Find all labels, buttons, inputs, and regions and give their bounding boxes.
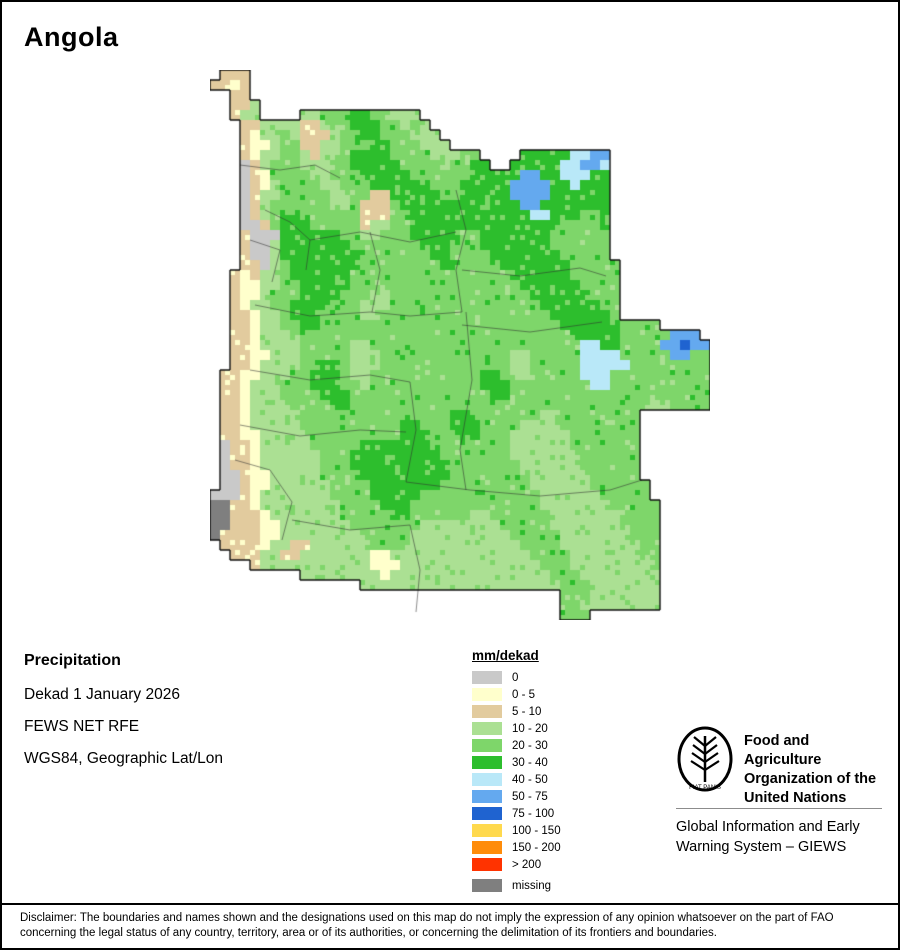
fao-org-line: Food and Agriculture: [744, 733, 822, 768]
legend: mm/dekad 0 0 - 5 5 - 10 10 - 20 20 - 30 30 - …: [472, 648, 561, 896]
legend-swatch: [472, 671, 502, 684]
legend-label: 75 - 100: [512, 807, 555, 820]
legend-label: 100 - 150: [512, 824, 561, 837]
map-info-block: Precipitation Dekad 1 January 2026 FEWS …: [24, 652, 223, 782]
legend-label: 20 - 30: [512, 739, 548, 752]
legend-label: 0: [512, 671, 519, 684]
legend-item: 30 - 40: [472, 756, 561, 769]
giews-line: Global Information and Early: [676, 819, 860, 835]
legend-swatch: [472, 841, 502, 854]
info-source: FEWS NET RFE: [24, 718, 140, 735]
legend-item: 150 - 200: [472, 841, 561, 854]
legend-swatch: [472, 756, 502, 769]
legend-item: 75 - 100: [472, 807, 561, 820]
fao-divider: [676, 808, 882, 809]
legend-swatch: [472, 824, 502, 837]
legend-label: 10 - 20: [512, 722, 548, 735]
precipitation-map: [210, 70, 710, 620]
fao-logo-icon: FIAT PANIS: [676, 726, 734, 799]
legend-item: > 200: [472, 858, 561, 871]
info-heading: Precipitation: [24, 652, 121, 669]
legend-items: 0 0 - 5 5 - 10 10 - 20 20 - 30 30 - 40 40 - 50…: [472, 671, 561, 892]
legend-swatch: [472, 858, 502, 871]
legend-item: 40 - 50: [472, 773, 561, 786]
giews-text: Global Information and Early Warning Sys…: [676, 817, 860, 857]
legend-label: 0 - 5: [512, 688, 536, 701]
legend-label: 150 - 200: [512, 841, 561, 854]
fao-logo-motto: FIAT PANIS: [689, 785, 721, 791]
legend-item: missing: [472, 879, 561, 892]
info-projection: WGS84, Geographic Lat/Lon: [24, 750, 224, 767]
fao-block: FIAT PANIS Food and Agriculture Organiza…: [676, 726, 888, 808]
legend-label: 50 - 75: [512, 790, 548, 803]
fao-org-line: United Nations: [744, 790, 847, 806]
fao-org-name: Food and Agriculture Organization of the…: [744, 726, 888, 808]
legend-swatch: [472, 705, 502, 718]
legend-item: 0: [472, 671, 561, 684]
giews-line: Warning System – GIEWS: [676, 839, 847, 855]
legend-item: 10 - 20: [472, 722, 561, 735]
disclaimer-line-2: concerning the legal status of any count…: [20, 927, 717, 939]
legend-swatch: [472, 807, 502, 820]
fao-org-line: Organization of the: [744, 771, 877, 787]
disclaimer: Disclaimer: The boundaries and names sho…: [2, 903, 898, 948]
legend-item: 5 - 10: [472, 705, 561, 718]
info-dekad: Dekad 1 January 2026: [24, 686, 180, 703]
legend-label: > 200: [512, 858, 542, 871]
legend-item: 50 - 75: [472, 790, 561, 803]
legend-label: 40 - 50: [512, 773, 548, 786]
legend-label: 5 - 10: [512, 705, 542, 718]
legend-item: 0 - 5: [472, 688, 561, 701]
disclaimer-line-1: Disclaimer: The boundaries and names sho…: [20, 912, 834, 924]
legend-swatch: [472, 722, 502, 735]
legend-swatch: [472, 879, 502, 892]
page-title: Angola: [24, 22, 119, 52]
legend-swatch: [472, 790, 502, 803]
legend-item: 100 - 150: [472, 824, 561, 837]
legend-header: mm/dekad: [472, 648, 539, 663]
legend-swatch: [472, 688, 502, 701]
legend-item: 20 - 30: [472, 739, 561, 752]
legend-label: 30 - 40: [512, 756, 548, 769]
legend-label: missing: [512, 879, 551, 892]
legend-swatch: [472, 773, 502, 786]
legend-swatch: [472, 739, 502, 752]
